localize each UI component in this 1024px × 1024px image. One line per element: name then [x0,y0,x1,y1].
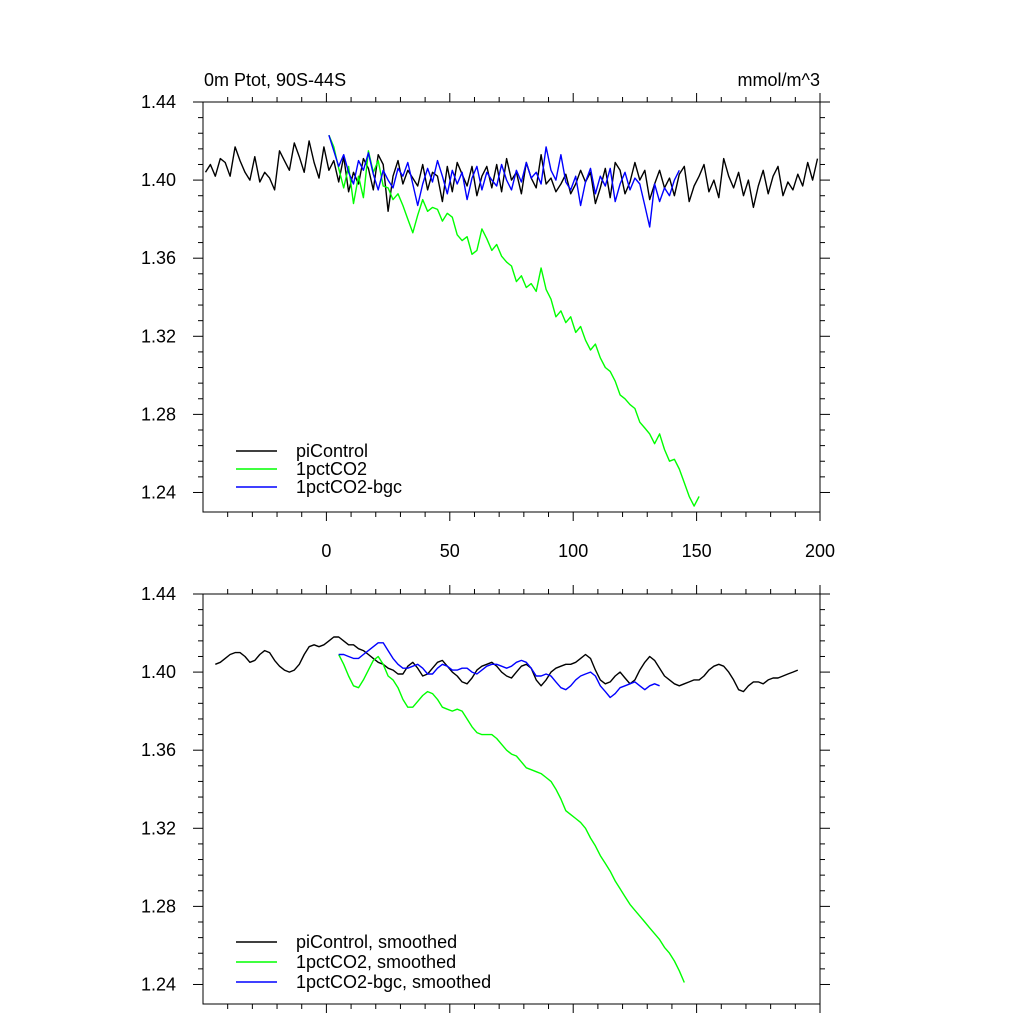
legend-label: 1pctCO2-bgc [296,477,402,497]
y-tick-label: 1.32 [141,818,176,838]
y-tick-label: 1.40 [141,170,176,190]
y-tick-label: 1.44 [141,584,176,604]
y-tick-label: 1.44 [141,92,176,112]
top-panel: 0m Ptot, 90S-44S mmol/m^3 0 50 100 150 200 1.… [141,70,835,561]
series-line-2 [338,642,660,699]
chart-units: mmol/m^3 [738,70,820,90]
plot-frame [202,593,821,1005]
y-tick-label: 1.24 [141,482,176,502]
y-tick-label: 1.28 [141,404,176,424]
series-line-1 [338,654,685,983]
x-tick-label: 100 [558,541,588,561]
x-tick-label: 200 [805,541,835,561]
y-tick-label: 1.36 [141,740,176,760]
series-line-0 [204,140,819,213]
series-line-2 [328,134,680,228]
y-tick-label: 1.36 [141,248,176,268]
y-tick-label: 1.24 [141,974,176,994]
y-tick-label: 1.28 [141,896,176,916]
x-tick-label: 50 [440,541,460,561]
legend-label: 1pctCO2-bgc, smoothed [296,972,491,992]
x-tick-label: 0 [321,541,331,561]
plot-frame [202,101,821,513]
y-tick-label: 1.32 [141,326,176,346]
legend-label: 1pctCO2 [296,459,367,479]
series-line-1 [328,134,700,507]
chart-title: 0m Ptot, 90S-44S [204,70,346,90]
y-tick-label: 1.40 [141,662,176,682]
series-line-0 [215,636,799,693]
legend-label: piControl, smoothed [296,932,457,952]
legend-label: 1pctCO2, smoothed [296,952,456,972]
legend-label: piControl [296,441,368,461]
bottom-panel: 1.24 1.28 1.32 1.36 1.40 1.44 piControl, smoo… [141,584,830,1013]
x-tick-label: 150 [682,541,712,561]
